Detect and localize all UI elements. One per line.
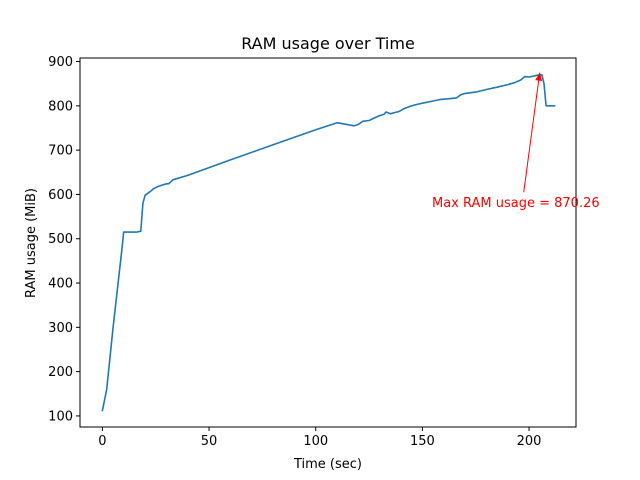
y-tick-label: 500 bbox=[48, 232, 73, 247]
annotation-arrow-head bbox=[535, 72, 543, 82]
x-tick-label: 150 bbox=[410, 434, 435, 449]
axes-frame bbox=[79, 57, 577, 428]
y-tick-label: 300 bbox=[48, 321, 73, 336]
x-tick-label: 200 bbox=[517, 434, 542, 449]
annotation-arrow-shaft bbox=[523, 72, 541, 193]
y-tick-label: 200 bbox=[48, 365, 73, 380]
y-tick-label: 600 bbox=[48, 188, 73, 203]
x-axis-label: Time (sec) bbox=[293, 457, 362, 472]
y-tick-label: 400 bbox=[48, 277, 73, 292]
plot-area bbox=[101, 73, 556, 412]
x-tick-label: 50 bbox=[201, 434, 218, 449]
max-ram-annotation: Max RAM usage = 870.26 bbox=[432, 196, 600, 211]
x-tick-label: 0 bbox=[98, 434, 106, 449]
y-tick-label: 900 bbox=[48, 55, 73, 70]
chart-title: RAM usage over Time bbox=[241, 34, 415, 53]
ram-usage-line bbox=[101, 73, 556, 412]
y-tick-label: 700 bbox=[48, 144, 73, 159]
y-axis-label: RAM usage (MiB) bbox=[24, 188, 39, 298]
y-tick-label: 100 bbox=[48, 409, 73, 424]
x-tick-label: 100 bbox=[303, 434, 328, 449]
y-tick-label: 800 bbox=[48, 99, 73, 114]
